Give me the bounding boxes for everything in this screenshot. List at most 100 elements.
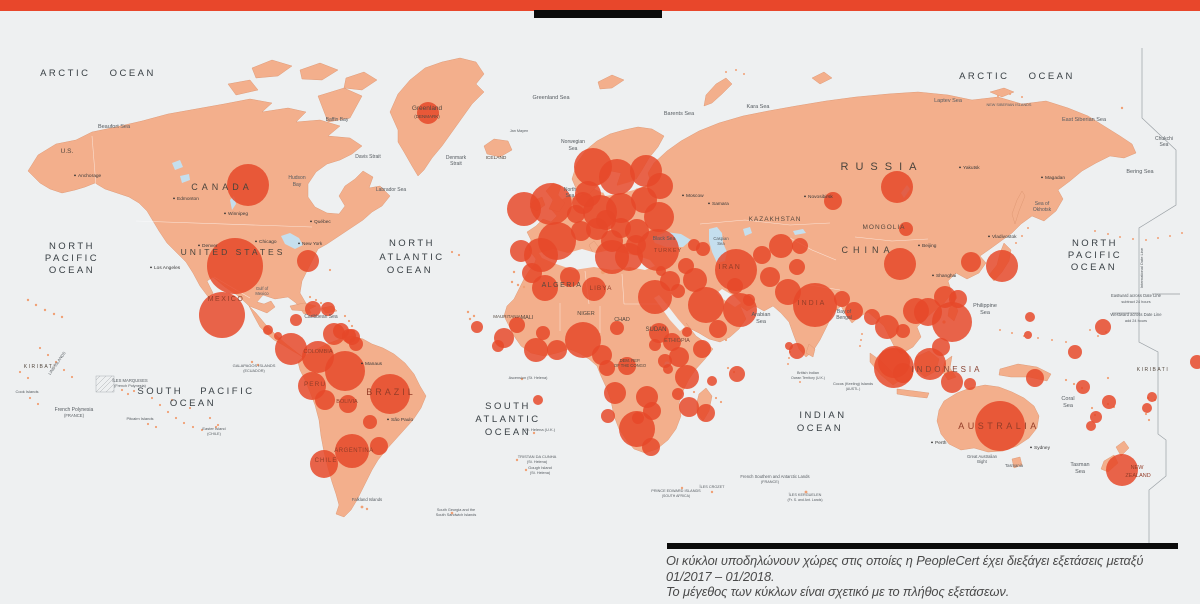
map-label: OCEAN xyxy=(49,265,95,276)
lake-balkhash xyxy=(793,229,806,235)
map-label: Coral xyxy=(1061,396,1074,402)
map-label: NORTH xyxy=(1072,238,1118,249)
exam-circle-mongolia xyxy=(899,222,913,236)
map-label: Gulf of xyxy=(256,286,269,291)
map-label: BRAZIL xyxy=(366,387,416,397)
city-label: Québec xyxy=(314,219,331,225)
marquises-hatched-area xyxy=(95,375,115,393)
map-label: (DENMARK) xyxy=(414,114,440,119)
exam-circle-angola xyxy=(604,382,626,404)
city-dot xyxy=(932,274,934,277)
exam-circle-madagascar xyxy=(697,404,715,422)
map-label: U.S. xyxy=(61,148,74,155)
map-label: Greenland xyxy=(412,105,443,112)
map-label: CHAD xyxy=(614,317,630,323)
landmass-iceland xyxy=(483,138,513,158)
exam-circle-turkmenistan xyxy=(753,246,771,264)
exam-circle-india xyxy=(793,283,837,327)
map-label: DEM. REP. xyxy=(620,358,641,363)
map-label: CHILE xyxy=(315,458,338,464)
exam-circle-yemen xyxy=(709,320,727,338)
exam-circle-indonesia-bali xyxy=(941,371,963,393)
caption-line-1: Οι κύκλοι υποδηλώνουν χώρες στις οποίες … xyxy=(666,553,1144,584)
map-label: East Siberian Sea xyxy=(1062,117,1107,123)
exam-circle-south-africa-east xyxy=(642,438,660,456)
map-label: ÎLES KERGUELEN xyxy=(788,492,822,497)
city-label: Magadan xyxy=(1045,175,1065,181)
exam-circle-afghanistan xyxy=(760,267,780,287)
map-label: (FRANCE) xyxy=(761,480,780,484)
map-label: ATLANTIC xyxy=(475,414,540,425)
map-label: OCEAN xyxy=(1071,262,1117,273)
map-label: (St. Helena) xyxy=(527,460,548,464)
city-label: Winnipeg xyxy=(228,211,248,217)
map-label: Falkland Islands xyxy=(352,497,382,502)
exam-circle-thailand xyxy=(875,315,899,339)
map-label: (French Polynesia) xyxy=(114,384,147,388)
exam-circle-uzbekistan xyxy=(769,234,793,258)
exam-circle-senegal xyxy=(471,321,483,333)
map-label: Beaufort Sea xyxy=(98,124,131,130)
map-label: BOLIVIA xyxy=(336,399,358,405)
map-label: PACIFIC xyxy=(45,253,99,264)
map-label: Cook Islands xyxy=(15,389,38,394)
map-label: OCEAN xyxy=(797,423,843,434)
map-label: NORTH xyxy=(389,238,435,249)
city-label: Chicago xyxy=(259,239,277,245)
map-label: Strait xyxy=(450,161,462,167)
map-label: Labrador Sea xyxy=(376,187,407,193)
map-label: LINE ISLANDS xyxy=(47,350,67,375)
map-label: Tasmania xyxy=(1005,463,1024,468)
city-dot xyxy=(931,441,933,444)
map-label: Mexico xyxy=(255,291,269,296)
exam-circle-rwanda xyxy=(663,364,673,374)
map-label: Kara Sea xyxy=(747,104,771,110)
city-dot xyxy=(708,202,710,205)
map-label: South Sandwich Islands xyxy=(436,513,477,517)
map-label: Gough Island xyxy=(528,465,552,470)
city-label: Novosibirsk xyxy=(808,194,833,200)
map-label: Cocos (Keeling) Islands xyxy=(833,382,873,386)
exam-circle-iran xyxy=(715,249,757,291)
exam-circle-usa-east xyxy=(297,250,319,272)
map-label: South Georgia and the xyxy=(437,508,475,512)
map-label: Sea xyxy=(756,319,767,325)
map-label: Bengal xyxy=(836,315,852,321)
city-dot xyxy=(682,194,684,197)
exam-circle-iraq xyxy=(683,268,707,292)
city-label: Perth xyxy=(935,440,947,446)
city-label: Edmonton xyxy=(177,196,199,202)
city-dot xyxy=(74,174,76,177)
exam-circle-nauru xyxy=(1068,345,1082,359)
map-label: Sea xyxy=(1160,142,1169,148)
exam-circle-indonesia-lombok xyxy=(964,378,976,390)
exam-circle-mexico xyxy=(199,292,245,338)
caption-black-rule xyxy=(667,543,1178,549)
map-label: Barents Sea xyxy=(664,111,695,117)
map-label: Hudson xyxy=(288,175,305,181)
map-label: NEW SIBERIAN ISLANDS xyxy=(987,103,1032,107)
landmass-sakhalin xyxy=(1011,190,1026,225)
exam-circle-cuba xyxy=(305,301,321,317)
map-label: Sea xyxy=(1063,403,1074,409)
map-label: ZEALAND xyxy=(1125,473,1150,479)
map-label: Ocean Territory (U.K.) xyxy=(791,376,825,380)
exam-circle-ecuador xyxy=(315,390,335,410)
exam-circle-ghana xyxy=(547,340,567,360)
map-label: INDIAN xyxy=(799,410,846,421)
exam-circle-tunisia xyxy=(560,267,580,287)
exam-circle-bangladesh xyxy=(845,302,863,320)
exam-circle-jamaica xyxy=(290,314,302,326)
map-label: TURKEY xyxy=(654,248,682,254)
map-label: subtract 24 hours xyxy=(1121,300,1150,304)
city-label: Denver xyxy=(202,243,218,249)
map-label: ALGERIA xyxy=(542,282,583,289)
map-label: Bering Sea xyxy=(1126,169,1154,175)
exam-circle-saudi-arabia xyxy=(688,287,724,323)
map-label: add 24 hours xyxy=(1125,319,1147,323)
exam-circle-uk xyxy=(530,183,572,225)
landmass-svalbard xyxy=(597,74,625,90)
map-label: OCEAN xyxy=(485,427,531,438)
map-label: MALI xyxy=(521,315,534,321)
